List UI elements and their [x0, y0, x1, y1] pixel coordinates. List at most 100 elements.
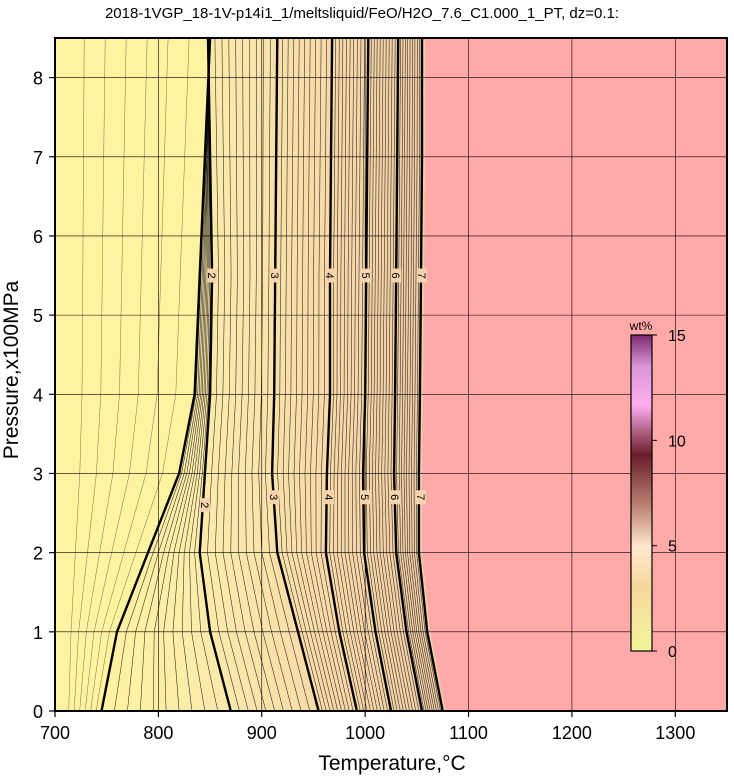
fine-contour — [396, 38, 425, 711]
colorbar-tick-label: 5 — [668, 539, 677, 556]
x-axis-ticks: 700 800 900 1000 1100 1200 1300 — [40, 711, 695, 743]
x-tick-label: 1100 — [449, 723, 488, 743]
fine-contour — [355, 38, 385, 711]
y-tick-label: 7 — [33, 148, 43, 168]
fine-contour — [351, 38, 382, 711]
fine-contour — [408, 38, 435, 711]
fine-contour — [181, 38, 209, 711]
contour-7 — [417, 38, 444, 711]
contour-label: 4 — [323, 272, 335, 278]
x-tick-label: 1300 — [655, 723, 695, 743]
contour-2 — [198, 38, 232, 711]
x-tick-label: 1200 — [552, 723, 592, 743]
y-tick-label: 3 — [33, 464, 43, 484]
contour-label: 2 — [198, 502, 210, 508]
fine-contour — [381, 38, 410, 711]
y-tick-label: 8 — [33, 69, 43, 89]
contour-label: 3 — [268, 272, 280, 278]
fine-contour — [127, 38, 210, 711]
y-tick-label: 2 — [33, 544, 43, 564]
fine-contour — [244, 38, 284, 711]
contour-label-bg — [269, 490, 280, 505]
colorbar-tick-label: 15 — [668, 328, 686, 345]
colorbar-ticks: 0 5 10 15 — [652, 328, 686, 661]
fine-contour — [230, 38, 267, 711]
fine-contour — [265, 38, 311, 711]
fine-contour — [310, 38, 346, 711]
x-tick-label: 900 — [247, 723, 277, 743]
y-axis-ticks: 0 1 2 3 4 5 6 7 8 — [33, 69, 55, 722]
fine-contour — [401, 38, 429, 711]
x-axis-title: Temperature,°C — [318, 752, 465, 775]
colorbar-unit: wt% — [629, 319, 653, 333]
contour-4 — [324, 38, 359, 711]
contour-label: 4 — [322, 494, 334, 500]
fine-contour — [163, 38, 210, 711]
fine-contour — [390, 38, 420, 711]
fine-contour — [258, 38, 302, 711]
x-tick-label: 1000 — [345, 723, 385, 743]
fine-contour — [333, 38, 364, 711]
fine-contour — [387, 38, 417, 711]
colorbar-tick-label: 0 — [668, 644, 677, 661]
plot-frame — [54, 37, 728, 712]
fine-contour — [251, 38, 293, 711]
contour-label: 6 — [388, 494, 400, 500]
fine-contour-lines — [68, 38, 441, 711]
contour-label-bg — [390, 490, 401, 505]
fine-contour — [90, 38, 169, 711]
fine-contour — [68, 38, 85, 711]
y-tick-label: 6 — [33, 227, 43, 247]
contour-label-bg — [270, 268, 281, 283]
fine-contour — [369, 38, 398, 711]
fine-contour — [320, 38, 354, 711]
y-tick-label: 0 — [33, 702, 43, 722]
contour-6 — [392, 38, 424, 711]
colorbar-gradient — [630, 334, 653, 652]
chart-title: 2018-1VGP_18-1V-p14i1_1/meltsliquid/FeO/… — [105, 5, 619, 22]
y-tick-label: 1 — [33, 623, 43, 643]
annotated-contour-lines — [100, 38, 444, 711]
contour-label-bg — [360, 490, 371, 505]
fine-contour — [384, 38, 413, 711]
fine-contour — [189, 38, 210, 711]
fine-contour — [304, 38, 342, 711]
fine-contour — [172, 38, 210, 711]
y-tick-label: 5 — [33, 306, 43, 326]
y-axis-title: Pressure,x100MPa — [0, 280, 23, 459]
contour-3 — [270, 38, 320, 711]
fine-contour — [344, 38, 375, 711]
contour-1 — [100, 38, 212, 711]
contour-label-bg — [361, 268, 372, 283]
contour-label-bg — [199, 498, 210, 513]
fine-contour — [207, 38, 240, 711]
fine-contour — [288, 38, 331, 711]
fine-contour — [214, 38, 249, 711]
fine-contour — [222, 38, 258, 711]
fine-contour — [277, 38, 323, 711]
plot-area — [55, 38, 727, 711]
contour-label: 2 — [205, 272, 217, 278]
fine-contour — [79, 38, 127, 711]
contour-labels: 2 2 3 3 4 4 5 5 6 6 7 7 — [198, 268, 428, 513]
contour-label-bg — [323, 490, 334, 505]
above-liquidus-region — [422, 38, 727, 711]
fine-contour — [348, 38, 378, 711]
contour-5 — [361, 38, 393, 711]
fine-contour — [398, 38, 427, 711]
contour-label: 6 — [389, 272, 401, 278]
fine-contour — [365, 38, 395, 711]
fine-contour — [413, 38, 439, 711]
contour-label: 7 — [415, 272, 427, 278]
fine-contour — [375, 38, 404, 711]
fine-contour — [152, 38, 210, 711]
contour-label-bg — [417, 268, 428, 283]
fine-contour — [238, 38, 275, 711]
x-tick-label: 700 — [40, 723, 70, 743]
fine-contour — [95, 38, 190, 711]
contour-label: 5 — [359, 272, 371, 278]
fine-contour — [73, 38, 106, 711]
contour-label-bg — [391, 268, 402, 283]
fine-contour — [315, 38, 350, 711]
